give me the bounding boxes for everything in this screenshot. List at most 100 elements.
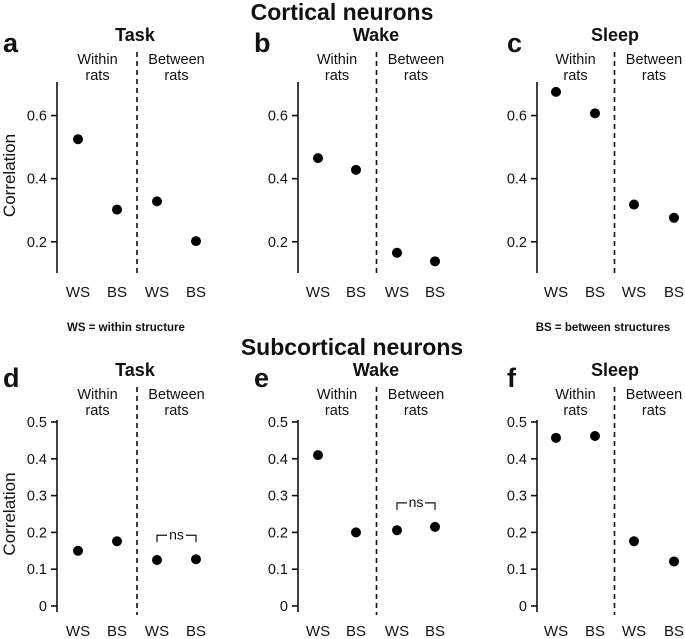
y-tick-label: 0.3 — [27, 489, 47, 505]
y-tick-label: 0.3 — [268, 489, 288, 505]
y-tick-label: 0.4 — [268, 172, 288, 188]
x-tick-label: BS — [107, 284, 127, 301]
y-tick-label: 0 — [519, 599, 527, 615]
x-tick-label: BS — [664, 284, 684, 301]
note-within-structure: WS = within structure — [67, 322, 185, 334]
y-tick-label: 0.2 — [507, 525, 527, 541]
group-label: Between rats — [626, 387, 682, 419]
panel-title: Sleep — [591, 25, 639, 45]
data-point — [73, 134, 83, 145]
data-point — [73, 545, 83, 556]
y-tick-label: 0.3 — [507, 489, 527, 505]
data-point — [629, 536, 639, 547]
data-point — [551, 432, 561, 443]
data-point — [430, 256, 440, 267]
data-point — [152, 196, 162, 207]
panel-title: Task — [115, 360, 156, 380]
panel-e: e Wake Within rats Between rats 0 0.1 0.2 0.3 0.4 0… — [254, 360, 445, 639]
y-tick-label: 0 — [39, 599, 47, 615]
y-tick-label: 0.5 — [27, 415, 47, 431]
heading-subcortical: Subcortical neurons — [241, 334, 463, 360]
data-point — [191, 236, 201, 247]
data-point — [313, 450, 323, 461]
x-tick-label: WS — [306, 284, 330, 301]
x-tick-label: WS — [66, 284, 90, 301]
x-tick-label: WS — [544, 623, 568, 639]
x-tick-label: WS — [385, 284, 409, 301]
panel-letter: a — [3, 28, 19, 58]
x-tick-label: WS — [622, 623, 646, 639]
data-point — [430, 521, 440, 532]
x-tick-label: WS — [544, 284, 568, 301]
group-label: Within rats — [77, 52, 117, 84]
group-label: Between rats — [626, 52, 682, 84]
y-tick-label: 0.1 — [27, 562, 47, 578]
panel-letter: c — [507, 28, 522, 58]
x-tick-label: WS — [145, 284, 169, 301]
panel-c: c Sleep Within rats Between rats 0.2 0.4 0.6 WS BS… — [507, 25, 684, 301]
panel-title: Wake — [353, 360, 399, 380]
x-tick-label: WS — [306, 623, 330, 639]
x-tick-label: BS — [425, 623, 445, 639]
y-axis-label: Correlation — [0, 472, 19, 555]
y-tick-label: 0.4 — [27, 172, 47, 188]
panel-title: Task — [115, 25, 156, 45]
group-label: Within rats — [317, 387, 357, 419]
ns-label: ns — [409, 494, 424, 510]
data-point — [112, 204, 122, 215]
x-tick-label: BS — [425, 284, 445, 301]
data-point — [313, 153, 323, 164]
group-label: Within rats — [317, 52, 357, 84]
group-label: Between rats — [148, 387, 204, 419]
x-tick-label: WS — [66, 623, 90, 639]
ns-bracket — [396, 502, 436, 510]
data-point — [392, 247, 402, 258]
y-tick-label: 0.2 — [27, 235, 47, 251]
data-point — [590, 430, 600, 441]
panel-letter: e — [254, 363, 269, 393]
y-tick-label: 0.4 — [507, 172, 527, 188]
x-tick-label: WS — [145, 623, 169, 639]
data-point — [191, 554, 201, 565]
heading-cortical: Cortical neurons — [251, 0, 434, 25]
panel-a: a Task Within rats Between rats 0.2 0.4 0.6 Corre… — [0, 25, 206, 301]
y-tick-label: 0.4 — [268, 452, 288, 468]
panel-b: b Wake Within rats Between rats 0.2 0.4 0.6 WS BS W… — [254, 25, 445, 301]
panel-letter: d — [3, 363, 20, 393]
y-tick-label: 0.2 — [268, 525, 288, 541]
x-tick-label: BS — [186, 284, 206, 301]
x-tick-label: BS — [346, 623, 366, 639]
note-between-structures: BS = between structures — [536, 322, 671, 334]
panel-title: Sleep — [591, 360, 639, 380]
data-point — [590, 108, 600, 119]
data-point — [551, 86, 561, 97]
x-tick-label: BS — [585, 284, 605, 301]
ns-label: ns — [169, 526, 184, 542]
y-tick-label: 0.5 — [268, 415, 288, 431]
x-tick-label: WS — [622, 284, 646, 301]
y-tick-label: 0.4 — [507, 452, 527, 468]
panel-d: d Task Within rats Between rats 0 0.1 0.2 0.3 0.4 0… — [0, 360, 206, 639]
y-tick-label: 0.2 — [268, 235, 288, 251]
data-point — [669, 556, 679, 567]
x-tick-label: WS — [385, 623, 409, 639]
y-tick-label: 0.6 — [268, 109, 288, 125]
group-label: Within rats — [77, 387, 117, 419]
x-tick-label: BS — [585, 623, 605, 639]
group-label: Between rats — [388, 52, 444, 84]
panel-f: f Sleep Within rats Between rats 0 0.1 0.2 0.3 0.4… — [507, 360, 684, 639]
x-tick-label: BS — [346, 284, 366, 301]
data-point — [392, 525, 402, 536]
y-tick-label: 0.4 — [27, 452, 47, 468]
panel-letter: f — [507, 363, 517, 393]
x-tick-label: BS — [186, 623, 206, 639]
data-point — [112, 536, 122, 547]
data-point — [669, 212, 679, 223]
x-tick-label: BS — [664, 623, 684, 639]
data-point — [152, 555, 162, 565]
group-label: Within rats — [555, 52, 595, 84]
data-point — [351, 527, 361, 538]
y-tick-label: 0.5 — [507, 415, 527, 431]
y-tick-label: 0.1 — [507, 562, 527, 578]
panel-letter: b — [254, 28, 271, 58]
